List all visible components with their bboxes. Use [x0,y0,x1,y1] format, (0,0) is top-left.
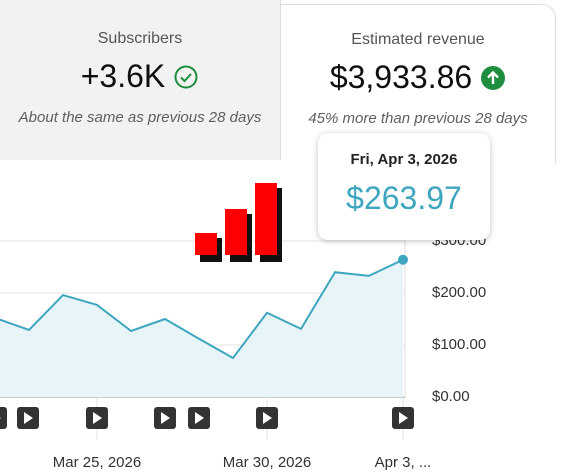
play-icon [263,412,272,424]
video-marker[interactable] [188,407,210,429]
play-icon [195,412,204,424]
play-icon [24,412,33,424]
play-icon [93,412,102,424]
metric-card[interactable]: Subscribers +3.6K About the same as prev… [0,0,281,160]
metric-value-row: +3.6K [0,58,280,95]
metric-title: Estimated revenue [351,31,485,48]
metric-value: +3.6K [80,58,166,94]
play-icon [399,412,408,424]
metric-title: Subscribers [97,30,183,47]
metric-note: 45% more than previous 28 days [308,110,528,127]
y-tick-label: $200.00 [432,284,486,301]
y-tick-label: $100.00 [432,336,486,353]
x-tick-label: Apr 3, ... [375,454,432,471]
x-tick-label: Mar 25, 2026 [53,454,141,471]
tooltip-value: $263.97 [346,180,462,216]
up-icon [481,65,506,90]
tooltip: Fri, Apr 3, 2026 $263.97 [318,133,490,240]
area [0,259,403,397]
y-tick-label: $0.00 [432,388,470,405]
video-marker[interactable] [392,407,414,429]
point [398,254,408,265]
line [0,258,404,360]
metric-note: About the same as previous 28 days [18,109,262,126]
check-icon [174,65,198,88]
video-marker[interactable] [17,407,39,429]
video-marker[interactable] [0,407,7,429]
video-marker-bg [0,407,7,429]
video-marker[interactable] [256,407,278,429]
video-marker[interactable] [154,407,176,429]
tooltip-date: Fri, Apr 3, 2026 [350,151,458,168]
play-icon [0,417,1,419]
play-icon [161,412,170,424]
metric-value: $3,933.86 [329,59,473,95]
video-marker[interactable] [86,407,108,429]
x-tick-label: Mar 30, 2026 [223,454,311,471]
overlay-icon [195,183,282,262]
metric-value-row: $3,933.86 [281,59,555,96]
metric-card[interactable]: Estimated revenue $3,933.86 45% more tha… [281,4,556,164]
